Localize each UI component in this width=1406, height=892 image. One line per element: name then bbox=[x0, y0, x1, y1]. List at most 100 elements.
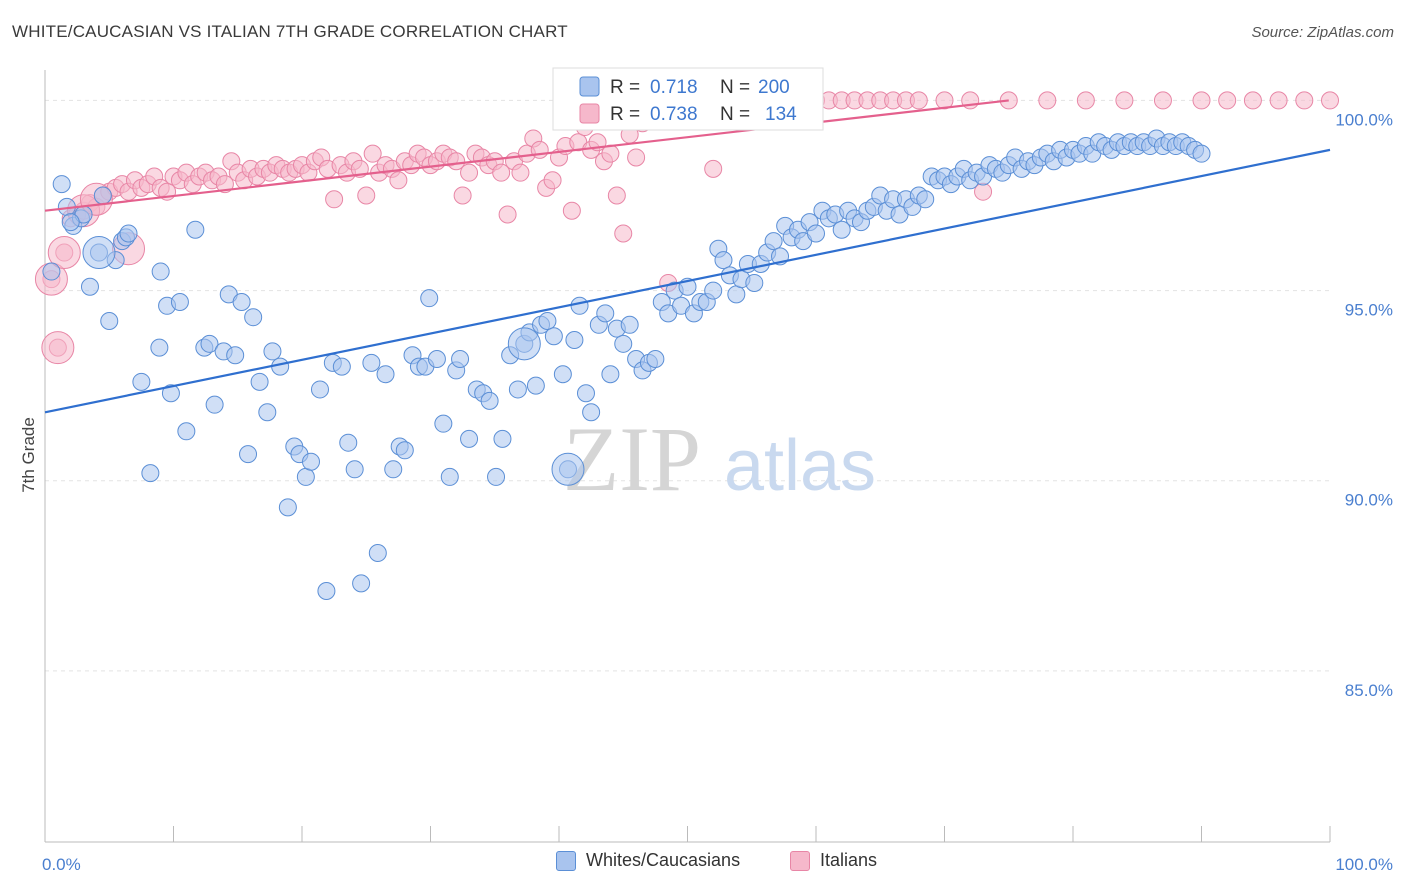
data-point bbox=[601, 365, 620, 384]
data-point bbox=[614, 334, 633, 353]
data-point bbox=[487, 467, 506, 486]
data-point bbox=[627, 148, 646, 167]
data-point bbox=[714, 251, 733, 270]
data-point bbox=[492, 163, 511, 182]
legend-n-label: N = bbox=[720, 77, 750, 98]
legend-top: R = 0.718 N = 200 R = 0.738 N = 134 bbox=[552, 67, 824, 131]
legend-n-value: 200 bbox=[758, 77, 790, 98]
legend-r-label: R = bbox=[610, 104, 640, 125]
data-point bbox=[570, 296, 589, 315]
data-point bbox=[362, 353, 381, 372]
watermark: ZIP atlas bbox=[563, 408, 876, 510]
data-point bbox=[52, 175, 71, 194]
data-point bbox=[620, 315, 639, 334]
data-point bbox=[226, 346, 245, 365]
data-point-large bbox=[82, 236, 116, 270]
data-point bbox=[395, 441, 414, 460]
data-point bbox=[363, 144, 382, 163]
data-point bbox=[345, 460, 364, 479]
legend-label-italians: Italians bbox=[820, 850, 878, 870]
legend-swatch-italians bbox=[579, 103, 600, 124]
legend-swatch-whites bbox=[556, 850, 576, 871]
data-point bbox=[244, 308, 263, 327]
data-point bbox=[42, 262, 61, 281]
data-point bbox=[704, 281, 723, 300]
data-point bbox=[376, 365, 395, 384]
data-point bbox=[186, 220, 205, 239]
legend-item-whites[interactable]: Whites/Caucasians bbox=[556, 850, 740, 871]
data-point bbox=[1218, 91, 1237, 110]
data-point bbox=[80, 277, 99, 296]
data-point bbox=[1038, 91, 1057, 110]
data-point bbox=[508, 380, 527, 399]
data-point bbox=[177, 422, 196, 441]
data-point bbox=[389, 171, 408, 190]
legend-swatch-whites bbox=[579, 76, 600, 97]
data-point bbox=[258, 403, 277, 422]
data-point bbox=[278, 498, 297, 517]
data-point bbox=[1243, 91, 1262, 110]
legend-n-value: 134 bbox=[765, 104, 797, 125]
data-point bbox=[909, 91, 928, 110]
x-tick-label: 100.0% bbox=[1335, 855, 1393, 874]
data-point bbox=[480, 391, 499, 410]
data-point bbox=[526, 376, 545, 395]
y-tick-labels: 85.0% 90.0% 95.0% 100.0% bbox=[1335, 110, 1393, 699]
data-point bbox=[384, 460, 403, 479]
data-point bbox=[170, 292, 189, 311]
data-point bbox=[339, 433, 358, 452]
trend-lines bbox=[44, 99, 1331, 414]
data-point bbox=[263, 342, 282, 361]
data-point bbox=[325, 190, 344, 209]
data-point bbox=[250, 372, 269, 391]
data-point bbox=[93, 186, 112, 205]
data-point bbox=[368, 543, 387, 562]
data-point bbox=[296, 467, 315, 486]
data-point bbox=[427, 350, 446, 369]
data-point bbox=[916, 190, 935, 209]
data-point bbox=[132, 372, 151, 391]
data-point-large bbox=[47, 236, 81, 270]
data-point bbox=[1153, 91, 1172, 110]
data-point bbox=[1269, 91, 1288, 110]
data-point bbox=[447, 152, 466, 171]
y-axis-label: 7th Grade bbox=[19, 417, 38, 493]
data-point bbox=[607, 186, 626, 205]
data-point bbox=[239, 445, 258, 464]
trend-line-whites bbox=[44, 148, 1331, 414]
data-point bbox=[100, 311, 119, 330]
y-tick-label: 100.0% bbox=[1335, 110, 1393, 129]
data-point bbox=[1295, 91, 1314, 110]
legend-r-value: 0.718 bbox=[650, 77, 698, 98]
y-tick-label: 85.0% bbox=[1345, 681, 1393, 700]
data-point bbox=[271, 357, 290, 376]
legend-item-italians[interactable]: Italians bbox=[790, 850, 877, 871]
data-point-large bbox=[551, 452, 585, 486]
data-point bbox=[357, 186, 376, 205]
trend-line-italians bbox=[44, 99, 1009, 212]
data-point bbox=[1321, 91, 1339, 110]
data-point bbox=[460, 163, 479, 182]
data-point-large bbox=[507, 327, 541, 361]
legend-r-value: 0.738 bbox=[650, 104, 698, 125]
data-point bbox=[420, 289, 439, 308]
data-point bbox=[150, 338, 169, 357]
x-tick-label: 0.0% bbox=[42, 855, 81, 874]
chart-title: WHITE/CAUCASIAN VS ITALIAN 7TH GRADE COR… bbox=[12, 22, 568, 41]
data-point bbox=[332, 357, 351, 376]
italians-points bbox=[34, 91, 1339, 365]
data-point bbox=[232, 292, 251, 311]
data-point bbox=[544, 327, 563, 346]
data-point bbox=[562, 201, 581, 220]
data-point bbox=[511, 163, 530, 182]
data-point bbox=[453, 186, 472, 205]
data-point bbox=[161, 384, 180, 403]
whites-points bbox=[42, 129, 1211, 601]
data-point bbox=[646, 350, 665, 369]
data-point bbox=[61, 213, 80, 232]
data-point bbox=[200, 334, 219, 353]
data-point bbox=[1115, 91, 1134, 110]
data-point bbox=[352, 574, 371, 593]
data-point bbox=[576, 384, 595, 403]
